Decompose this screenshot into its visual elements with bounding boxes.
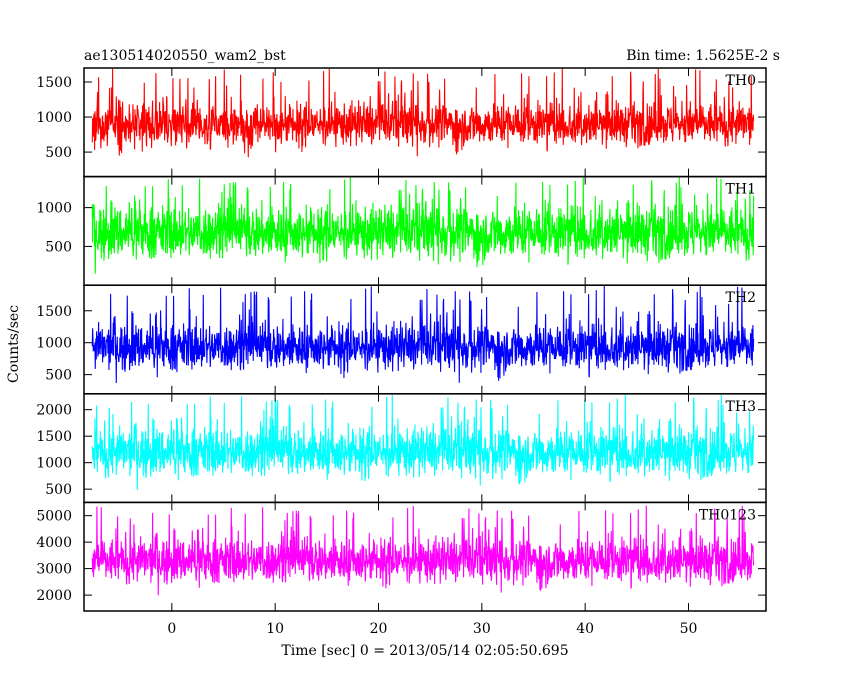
y-tick-label: 1000 xyxy=(36,110,72,126)
x-tick-label: 20 xyxy=(370,621,388,637)
y-tick-label: 1500 xyxy=(36,429,72,445)
y-tick-label: 1500 xyxy=(36,75,72,91)
x-tick-label: 0 xyxy=(167,621,176,637)
series-line-th3 xyxy=(91,394,755,491)
y-tick-label: 1500 xyxy=(36,304,72,320)
y-tick-label: 3000 xyxy=(36,562,72,578)
panel-th1: 500 1000 TH1 xyxy=(36,175,767,286)
y-tick-label: 500 xyxy=(45,145,72,161)
bin-time-label: Bin time: 1.5625E-2 s xyxy=(626,48,780,64)
y-tick-label: 5000 xyxy=(36,509,72,525)
y-tick-label: 500 xyxy=(45,239,72,255)
y-tick-label: 500 xyxy=(45,368,72,384)
x-tick-label: 30 xyxy=(473,621,491,637)
y-tick-label: 2000 xyxy=(36,403,72,419)
panel-label: TH2 xyxy=(726,290,756,306)
y-tick-label: 500 xyxy=(45,482,72,498)
y-tick-label: 1000 xyxy=(36,201,72,217)
series-line-th2 xyxy=(91,285,755,384)
y-tick-label: 4000 xyxy=(36,535,72,551)
panel-th0123: 2000 3000 4000 5000 TH0123 xyxy=(36,501,767,612)
panel-label: TH0123 xyxy=(699,507,756,523)
panel-th2: 500 1000 1500 TH2 xyxy=(36,284,767,395)
panel-label: TH3 xyxy=(726,399,756,415)
y-tick-label: 1000 xyxy=(36,336,72,352)
panel-th3: 500 1000 1500 2000 TH3 xyxy=(36,393,767,504)
x-axis-label: Time [sec] 0 = 2013/05/14 02:05:50.695 xyxy=(281,643,568,659)
series-line-th0 xyxy=(91,68,755,158)
panel-th0: 500 1000 1500 TH0 xyxy=(36,67,767,178)
plot-title: ae130514020550_wam2_bst xyxy=(84,48,286,64)
series-line-th0123 xyxy=(91,505,755,596)
x-tick-label: 40 xyxy=(576,621,594,637)
y-axis-label: Counts/sec xyxy=(6,305,22,383)
y-tick-label: 1000 xyxy=(36,456,72,472)
panel-label: TH1 xyxy=(726,182,756,198)
x-tick-label: 50 xyxy=(680,621,698,637)
series-line-th1 xyxy=(91,177,755,274)
x-tick-label: 10 xyxy=(266,621,284,637)
panel-label: TH0 xyxy=(726,73,756,89)
panel-frame xyxy=(83,501,767,612)
y-tick-label: 2000 xyxy=(36,588,72,604)
